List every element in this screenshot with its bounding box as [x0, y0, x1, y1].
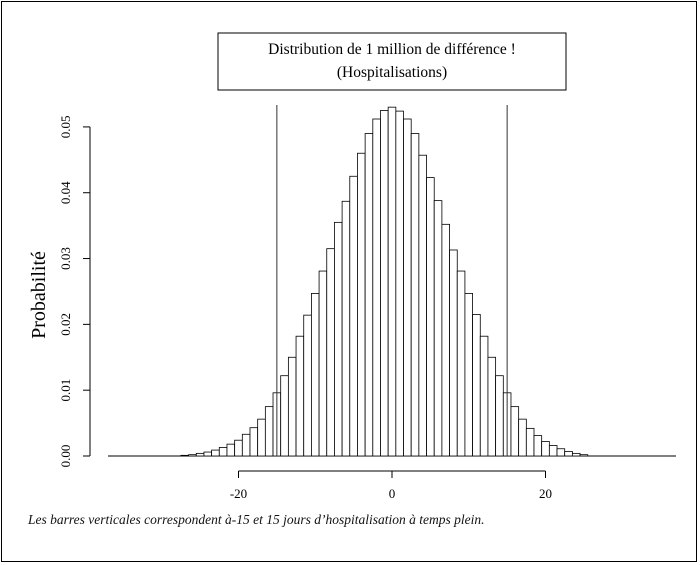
histogram-bar: [464, 293, 473, 457]
histogram-bar: [264, 406, 274, 457]
histogram-bar: [533, 435, 543, 457]
histogram-bar: [571, 452, 581, 457]
histogram-bar: [441, 223, 450, 457]
histogram-bar: [579, 454, 589, 457]
histogram-bar: [226, 443, 236, 457]
histogram-bar: [418, 154, 427, 457]
histogram-bar: [349, 175, 358, 457]
histogram-bar: [479, 335, 489, 457]
histogram-bar: [218, 447, 228, 457]
histogram-bar: [334, 221, 343, 457]
histogram-bar: [403, 118, 412, 457]
histogram-bar: [249, 427, 259, 457]
histogram-bar: [487, 356, 497, 457]
y-tick-label: 0.01: [58, 379, 73, 402]
histogram-bar: [364, 133, 374, 457]
y-tick-label: 0.03: [58, 247, 73, 270]
histogram-bar: [518, 418, 527, 457]
histogram-bars: [108, 106, 676, 457]
histogram-bar: [203, 451, 213, 457]
histogram-bar: [380, 110, 389, 457]
histogram-bar: [211, 449, 220, 457]
chart-caption: Les barres verticales correspondent à-15…: [28, 512, 485, 527]
y-axis: 0.00 0.01 0.02 0.03 0.04 0.05: [58, 116, 91, 468]
histogram-bar: [280, 375, 289, 457]
chart-subtitle: (Hospitalisations): [337, 64, 447, 81]
histogram-bar: [295, 335, 305, 457]
histogram-bar: [556, 448, 566, 457]
y-tick-label: 0.05: [58, 116, 73, 139]
y-tick-label: 0.02: [58, 313, 73, 336]
histogram-bar: [387, 106, 397, 457]
histogram-bar: [241, 433, 251, 457]
histogram-bar: [541, 441, 550, 457]
x-tick-label: 0: [389, 486, 396, 501]
histogram-bar: [257, 418, 266, 457]
histogram-bar: [510, 406, 520, 457]
histogram-bar: [433, 200, 443, 457]
x-axis: -20 0 20: [230, 470, 552, 501]
x-tick-label: 20: [539, 486, 552, 501]
histogram-bar: [456, 270, 466, 457]
histogram-bar: [326, 248, 335, 457]
histogram-bar: [495, 375, 504, 457]
histogram-bar: [188, 454, 197, 457]
histogram-bar: [472, 314, 481, 457]
histogram-bar: [525, 427, 535, 457]
histogram-bar: [303, 314, 312, 457]
y-tick-label: 0.04: [58, 181, 73, 204]
histogram-bar: [395, 110, 404, 457]
histogram-bar: [564, 450, 573, 457]
histogram-bar: [449, 249, 458, 457]
histogram-bar: [426, 177, 435, 457]
y-tick-label: 0.00: [58, 445, 73, 468]
histogram-bar: [195, 452, 205, 457]
histogram-bar: [287, 356, 297, 457]
histogram-bar: [234, 439, 243, 457]
histogram-bar: [372, 118, 381, 457]
histogram-bar: [357, 152, 366, 457]
histogram-bar: [341, 200, 351, 457]
histogram-bar: [548, 445, 558, 457]
chart-title-box: Distribution de 1 million de différence …: [217, 32, 567, 91]
reference-lines: [276, 105, 508, 456]
x-tick-label: -20: [230, 486, 247, 501]
histogram-bar: [311, 293, 320, 457]
chart-title: Distribution de 1 million de différence …: [268, 41, 516, 58]
histogram-bar: [410, 133, 420, 457]
y-axis-label: Probabilité: [28, 251, 50, 339]
histogram-bar: [318, 270, 328, 457]
histogram-bar: [180, 454, 189, 457]
